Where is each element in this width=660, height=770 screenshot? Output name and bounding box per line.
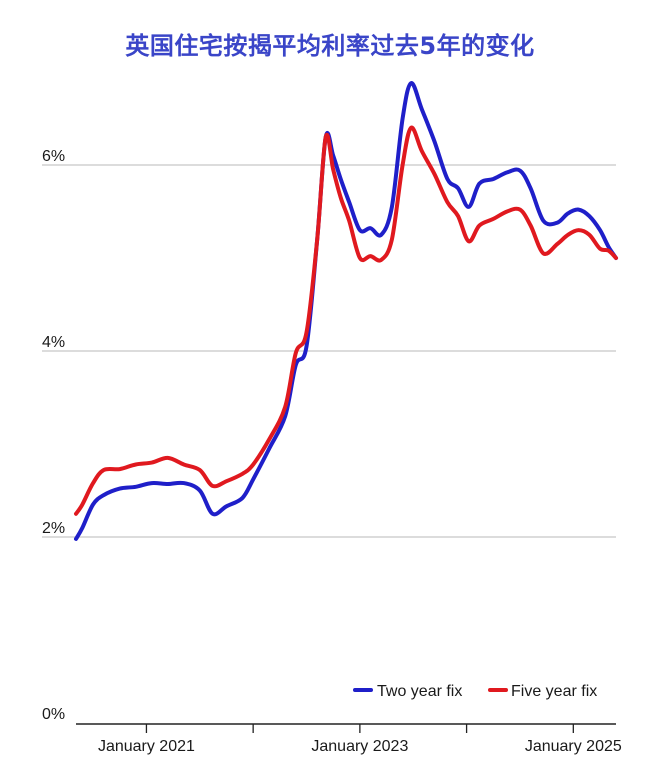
x-axis: January 2021 January 2023 January 2025	[76, 723, 622, 755]
y-tick-label: 6%	[42, 148, 65, 165]
y-tick-label: 4%	[42, 334, 65, 351]
series-line-two-year-fix	[74, 81, 618, 541]
series-lines	[74, 81, 618, 541]
x-tick-label: January 2023	[311, 738, 408, 755]
gridlines	[42, 164, 616, 538]
legend: Two year fix Five year fix	[353, 683, 597, 700]
chart-title: 英国住宅按揭平均利率过去5年的变化	[125, 32, 535, 60]
y-axis-tick-labels: 0% 2% 4% 6%	[42, 148, 65, 723]
y-tick-label: 2%	[42, 520, 65, 537]
series-line-five-year-fix	[74, 125, 618, 516]
x-tick-label: January 2021	[98, 738, 195, 755]
legend-label: Two year fix	[377, 683, 462, 700]
legend-label: Five year fix	[511, 683, 597, 700]
x-tick-label: January 2025	[525, 738, 622, 755]
y-tick-label: 0%	[42, 706, 65, 723]
